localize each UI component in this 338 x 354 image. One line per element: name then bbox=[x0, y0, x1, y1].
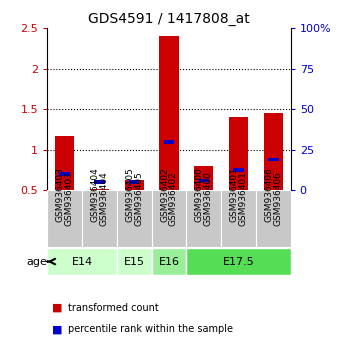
Text: GSM936402: GSM936402 bbox=[160, 167, 169, 222]
Bar bbox=[233, 168, 244, 172]
Bar bbox=[55, 136, 74, 190]
Bar bbox=[152, 190, 186, 247]
Text: GSM936404: GSM936404 bbox=[91, 167, 99, 222]
Text: GSM936405: GSM936405 bbox=[134, 171, 143, 226]
Text: ■: ■ bbox=[52, 303, 63, 313]
Bar bbox=[194, 166, 213, 190]
Bar bbox=[164, 140, 174, 143]
Text: GSM936401: GSM936401 bbox=[230, 167, 239, 222]
Text: GSM936400: GSM936400 bbox=[195, 167, 204, 222]
Bar bbox=[221, 190, 256, 247]
Bar bbox=[256, 190, 291, 247]
Text: transformed count: transformed count bbox=[68, 303, 158, 313]
Bar bbox=[90, 189, 109, 190]
Text: E17.5: E17.5 bbox=[223, 257, 255, 267]
Text: GSM936401: GSM936401 bbox=[239, 171, 247, 226]
Bar bbox=[198, 179, 209, 182]
Bar bbox=[229, 116, 248, 190]
Bar bbox=[47, 190, 82, 247]
Text: GSM936403: GSM936403 bbox=[65, 171, 74, 226]
Text: E15: E15 bbox=[124, 257, 145, 267]
Bar bbox=[152, 249, 186, 275]
Bar bbox=[160, 36, 178, 190]
Text: E16: E16 bbox=[159, 257, 179, 267]
Text: GSM936402: GSM936402 bbox=[169, 171, 178, 226]
Bar bbox=[47, 249, 117, 275]
Bar bbox=[94, 180, 105, 184]
Bar bbox=[82, 190, 117, 247]
Text: GSM936405: GSM936405 bbox=[125, 167, 134, 222]
Bar bbox=[117, 249, 152, 275]
Text: ■: ■ bbox=[52, 324, 63, 334]
Text: GSM936403: GSM936403 bbox=[56, 167, 65, 222]
Bar bbox=[59, 172, 70, 176]
Text: E14: E14 bbox=[72, 257, 93, 267]
Text: GSM936400: GSM936400 bbox=[204, 171, 213, 226]
Bar bbox=[125, 180, 144, 190]
Text: GSM936404: GSM936404 bbox=[99, 171, 108, 226]
Text: percentile rank within the sample: percentile rank within the sample bbox=[68, 324, 233, 334]
Text: GSM936406: GSM936406 bbox=[273, 171, 282, 226]
Bar bbox=[129, 180, 140, 184]
Bar bbox=[186, 190, 221, 247]
Bar bbox=[268, 158, 279, 161]
Text: GSM936406: GSM936406 bbox=[264, 167, 273, 222]
Bar bbox=[186, 249, 291, 275]
Title: GDS4591 / 1417808_at: GDS4591 / 1417808_at bbox=[88, 12, 250, 26]
Text: age: age bbox=[27, 257, 48, 267]
Bar bbox=[264, 113, 283, 190]
Bar bbox=[117, 190, 152, 247]
